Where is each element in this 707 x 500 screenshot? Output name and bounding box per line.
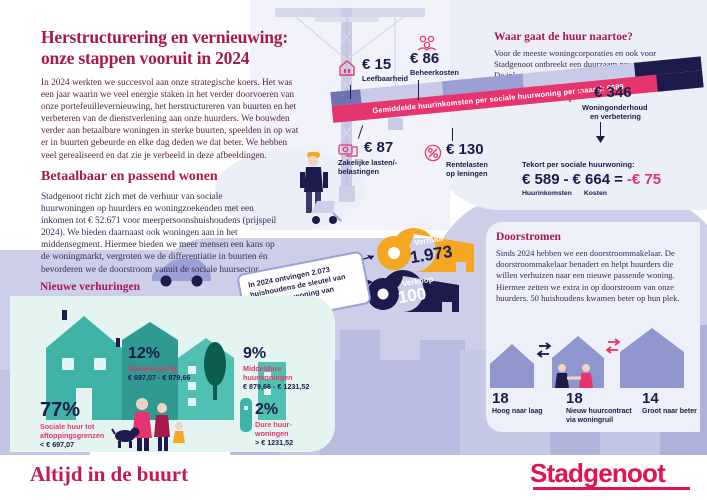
- doorstromen-stat-2-value: 14: [642, 390, 659, 407]
- key-verhuur: Verhuur 1.973: [370, 228, 476, 278]
- leader-line-woningonderhoud: [600, 122, 601, 138]
- tekort-sublabels: Huurinkomsten Kosten: [522, 190, 697, 197]
- betaalbaar-title: Betaalbaar en passend wonen: [41, 169, 218, 184]
- callout-beheerkosten: € 86 Beheerkosten: [410, 35, 520, 77]
- verhuringen-segment-12: 12% Sociaal overig € 697,07 - € 879,66: [128, 345, 206, 382]
- segment-2-range: > € 1231,52: [255, 438, 294, 448]
- callout-rentelasten-label2: op leningen: [446, 169, 488, 179]
- callout-rentelasten: € 130 Rentelasten op leningen: [424, 142, 544, 179]
- brand-underline: [533, 487, 690, 490]
- segment-2-label2: woningen: [255, 429, 289, 439]
- key-verkoop: Verkoop 100: [360, 270, 460, 318]
- doorstromen-title: Doorstromen: [496, 231, 561, 243]
- huur-naartoe-title: Waar gaat de huur naartoe?: [494, 31, 633, 43]
- percent-icon: [424, 144, 442, 162]
- segment-9-label1: Middeldure: [243, 364, 282, 373]
- verhuringen-segment-9: 9% Middeldure huurwoningen € 879,66 - € …: [243, 345, 331, 392]
- segment-77-pct: 77%: [40, 399, 81, 421]
- doorstromen-panel: [486, 222, 700, 432]
- callout-woningonderhoud-label1: Woningonderhoud: [582, 103, 648, 112]
- doorstromen-stat-0-value: 18: [492, 390, 509, 407]
- segment-2-label1: Dure huur-: [255, 420, 292, 429]
- page-title-line2: onze stappen vooruit in 2024: [41, 48, 250, 68]
- nieuwe-verhuringen-title-wrap: Nieuwe verhuringen: [40, 281, 140, 293]
- leefbaarheid-icon: [338, 59, 356, 77]
- people-icon: [416, 35, 438, 51]
- betaalbaar-block: Betaalbaar en passend wonen Stadgenoot r…: [41, 168, 291, 276]
- callout-rentelasten-amount: € 130: [446, 141, 484, 158]
- tekort-result-value: -€ 75: [626, 171, 662, 188]
- leader-line-beheerkosten: [418, 80, 419, 100]
- tools-icon: [566, 85, 586, 105]
- segment-12-range: € 697,07 - € 879,66: [128, 373, 191, 383]
- betaalbaar-body: Stadgenoot richt zich met de verhuur van…: [41, 192, 277, 275]
- callout-woningonderhoud-label2: en verbetering: [590, 112, 641, 122]
- callout-leefbaarheid: € 15 Leefbaarheid: [338, 57, 448, 83]
- tagline: Altijd in de buurt: [30, 462, 189, 486]
- verhuringen-segment-77: 77% Sociale huur tot aftoppingsgrenzen <…: [40, 399, 132, 450]
- segment-9-pct: 9%: [243, 345, 267, 362]
- segment-9-label2: huurwoningen: [243, 373, 293, 383]
- segment-77-range: < € 697,07: [40, 440, 75, 450]
- callout-leefbaarheid-label: Leefbaarheid: [362, 74, 409, 83]
- verhuringen-segment-2: 2% Dure huur- woningen > € 1231,52: [255, 401, 327, 448]
- segment-77-label1: Sociale huur tot: [40, 422, 95, 431]
- tekort-equals-sign: =: [614, 171, 623, 188]
- segment-12-label: Sociaal overig: [128, 364, 177, 373]
- callout-rentelasten-label1: Rentelasten: [446, 160, 488, 169]
- tree-illustration: [198, 340, 232, 400]
- doorstromen-stat-1-label2: via woningruil: [566, 417, 614, 424]
- callout-woningonderhoud-amount: € 346: [594, 84, 632, 101]
- car-illustration: [150, 258, 212, 288]
- tekort-block: Tekort per sociale huurwoning: € 589 - €…: [522, 160, 697, 197]
- segment-77-label2: aftoppingsgrenzen: [40, 431, 105, 441]
- leader-line-leefbaarheid: [350, 85, 351, 99]
- tekort-heading: Tekort per sociale huurwoning:: [522, 160, 635, 169]
- segment-2-pct: 2%: [255, 401, 279, 418]
- segment-9-range: € 879,66 - € 1231,52: [243, 382, 310, 392]
- money-icon: [338, 142, 358, 158]
- doorstromen-stat-2: 14 Groot naar beter: [642, 390, 704, 425]
- nieuwe-verhuringen-title: Nieuwe verhuringen: [40, 281, 140, 293]
- verhuringen-houses: [18, 300, 318, 420]
- doorstromen-stat-1: 18 Nieuw huurcontract via woningruil: [566, 390, 642, 425]
- callout-beheerkosten-amount: € 86: [410, 50, 440, 67]
- intro-body: In 2024 werkten we succesvol aan onze st…: [41, 78, 299, 161]
- tekort-label-income: Huurinkomsten: [522, 190, 572, 197]
- leader-arrow-woningonderhoud: [596, 136, 605, 143]
- callout-zakelijke-lasten: € 87 Zakelijke lasten/- belastingen: [338, 140, 458, 177]
- tekort-minus-sign: -: [563, 171, 569, 188]
- doorstromen-body: Sinds 2024 hebben we een doorstroommakel…: [496, 248, 680, 303]
- tekort-label-costs: Kosten: [583, 190, 607, 197]
- callout-beheerkosten-label: Beheerkosten: [410, 68, 459, 77]
- dog-illustration: [111, 424, 140, 448]
- callout-leefbaarheid-amount: € 15: [362, 56, 392, 73]
- brand-logo: Stadgenoot: [530, 458, 666, 488]
- doorstromen-illustration: [490, 318, 700, 388]
- callout-zakelijke-label2: belastingen: [338, 167, 380, 177]
- doorstromen-stat-0: 18 Hoog naar laag: [492, 390, 566, 425]
- tekort-equation: € 589 - € 664 = -€ 75: [522, 171, 697, 189]
- segment-12-pct: 12%: [128, 345, 161, 362]
- leader-line-rentelasten: [452, 128, 453, 141]
- callout-zakelijke-amount: € 87: [364, 139, 394, 156]
- doorstromen-stat-1-value: 18: [566, 390, 583, 407]
- doorstromen-stat-2-label1: Groot naar beter: [642, 408, 697, 415]
- tekort-income-value: € 589: [522, 171, 560, 188]
- doorstromen-stats: 18 Hoog naar laag 18 Nieuw huurcontract …: [492, 390, 704, 425]
- intro-block: Herstructurering en vernieuwing: onze st…: [41, 27, 309, 162]
- doorstromen-block: Doorstromen Sinds 2024 hebben we een doo…: [496, 230, 692, 304]
- doorstromen-stat-1-label1: Nieuw huurcontract: [566, 408, 632, 415]
- family-figures: [128, 396, 188, 452]
- callout-zakelijke-label1: Zakelijke lasten/-: [338, 158, 398, 167]
- callout-woningonderhoud: € 346 Woningonderhoud en verbetering: [567, 84, 700, 122]
- doorstromen-stat-0-label1: Hoog naar laag: [492, 408, 543, 415]
- stroller-figure: [305, 195, 345, 225]
- teal-figure: [238, 398, 254, 432]
- page-title-line1: Herstructurering en vernieuwing:: [41, 27, 288, 47]
- decor-footer-white: [0, 452, 707, 500]
- tekort-costs-value: € 664: [572, 171, 611, 188]
